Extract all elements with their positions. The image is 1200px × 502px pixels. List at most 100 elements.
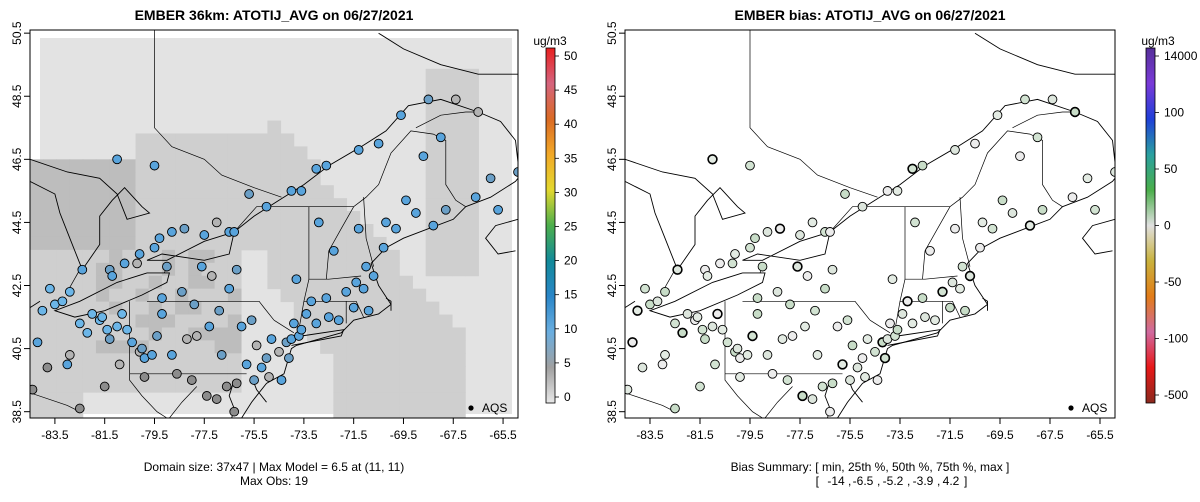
state-border <box>129 373 168 418</box>
station-marker <box>840 189 850 199</box>
station-marker <box>774 223 786 234</box>
colorbar-tick-label: 14000 <box>1164 49 1198 63</box>
station-marker <box>750 233 760 244</box>
station-marker <box>241 359 252 370</box>
station-marker <box>30 384 38 395</box>
station-marker <box>1015 151 1025 162</box>
station-marker <box>286 186 297 196</box>
coastline <box>625 158 746 270</box>
colorbar-tick-label: 40 <box>564 117 578 131</box>
x-tick-label: -65.5 <box>489 428 517 442</box>
colorbar-tick-label: -50 <box>1164 275 1182 289</box>
station-marker <box>625 384 633 395</box>
legend-dot-icon <box>1068 405 1074 411</box>
left-legend-label: AQS <box>482 401 507 415</box>
station-marker <box>747 330 758 342</box>
station-marker <box>1020 94 1030 105</box>
station-marker <box>119 258 130 269</box>
state-border <box>625 392 676 413</box>
y-tick-label: 46.5 <box>605 147 619 171</box>
x-tick-label: -75.5 <box>240 428 268 442</box>
station-marker <box>797 390 808 402</box>
station-marker <box>847 340 858 351</box>
station-marker <box>274 346 284 357</box>
station-marker <box>348 302 359 313</box>
svg-text:,: , <box>937 474 940 488</box>
coastline <box>974 32 1115 75</box>
station-marker <box>752 293 763 303</box>
station-marker <box>97 312 108 322</box>
station-marker <box>1037 204 1048 215</box>
right-y-axis: 38.5 40.5 42.5 44.5 46.5 48.5 50.5 <box>605 21 625 423</box>
station-marker <box>800 321 810 332</box>
station-marker <box>807 217 818 228</box>
station-marker <box>820 283 830 294</box>
station-marker <box>710 359 720 370</box>
map-boundaries <box>625 30 1115 418</box>
station-marker <box>246 315 257 326</box>
state-border <box>363 197 374 267</box>
station-marker <box>328 245 339 256</box>
station-marker <box>172 368 182 379</box>
station-marker <box>707 154 718 165</box>
station-marker <box>107 271 118 281</box>
station-marker <box>351 277 362 288</box>
station-marker <box>87 309 98 319</box>
station-marker <box>785 299 795 310</box>
station-marker <box>196 261 207 272</box>
station-marker <box>296 324 307 335</box>
colorbar-tick-label: 45 <box>564 83 578 97</box>
station-markers <box>625 94 1115 417</box>
station-marker <box>485 173 496 184</box>
colorbar-tick-label: 0 <box>1164 219 1171 233</box>
station-marker <box>810 305 820 316</box>
station-marker <box>37 305 48 316</box>
colorbar-tick-label: 50 <box>564 49 578 63</box>
station-marker <box>57 296 68 307</box>
station-marker <box>493 204 503 215</box>
station-marker <box>670 318 680 329</box>
station-marker <box>1067 192 1078 203</box>
station-marker <box>313 217 324 228</box>
y-tick-label: 44.5 <box>605 210 619 234</box>
station-marker <box>177 286 187 297</box>
station-marker <box>122 324 132 335</box>
station-marker <box>964 270 976 282</box>
station-marker <box>74 318 85 329</box>
station-marker <box>428 220 439 231</box>
right-title: EMBER bias: ATOTIJ_AVG on 06/27/2021 <box>734 7 1005 23</box>
coastline <box>625 180 678 270</box>
station-marker <box>289 318 299 329</box>
left-y-axis: 38.5 40.5 42.5 44.5 46.5 48.5 50.5 <box>10 21 30 423</box>
station-marker <box>266 334 277 344</box>
station-marker <box>702 271 713 281</box>
left-title: EMBER 36km: ATOTIJ_AVG on 06/27/2021 <box>135 7 414 23</box>
station-markers <box>30 94 518 417</box>
station-marker <box>827 378 838 389</box>
station-marker <box>902 296 913 307</box>
station-marker <box>792 261 803 272</box>
station-marker <box>139 372 150 382</box>
coastline <box>982 297 988 311</box>
station-marker <box>795 230 805 240</box>
x-tick-label: -79.5 <box>736 428 764 442</box>
station-marker <box>199 230 210 240</box>
state-border <box>154 30 282 198</box>
station-marker <box>368 271 379 281</box>
station-marker <box>825 406 835 417</box>
station-marker <box>872 375 883 385</box>
y-tick-label: 50.5 <box>605 21 619 45</box>
bias-summary-label: Bias Summary: [ min, 25th %, 50th %, 75t… <box>731 460 1010 474</box>
state-border <box>742 300 871 321</box>
station-marker <box>418 151 429 162</box>
coastline <box>1062 177 1115 208</box>
left-x-axis: -83.5 -81.5 -79.5 -77.5 -75.5 -73.5 -71.5 -69.5… <box>41 418 517 442</box>
y-tick-label: 44.5 <box>10 210 24 234</box>
x-tick-label: -83.5 <box>41 428 69 442</box>
station-marker <box>767 368 778 379</box>
state-border <box>764 386 793 418</box>
right-colorbar-unit: ug/m3 <box>1141 34 1175 48</box>
station-marker <box>45 283 55 294</box>
station-marker <box>892 324 903 335</box>
